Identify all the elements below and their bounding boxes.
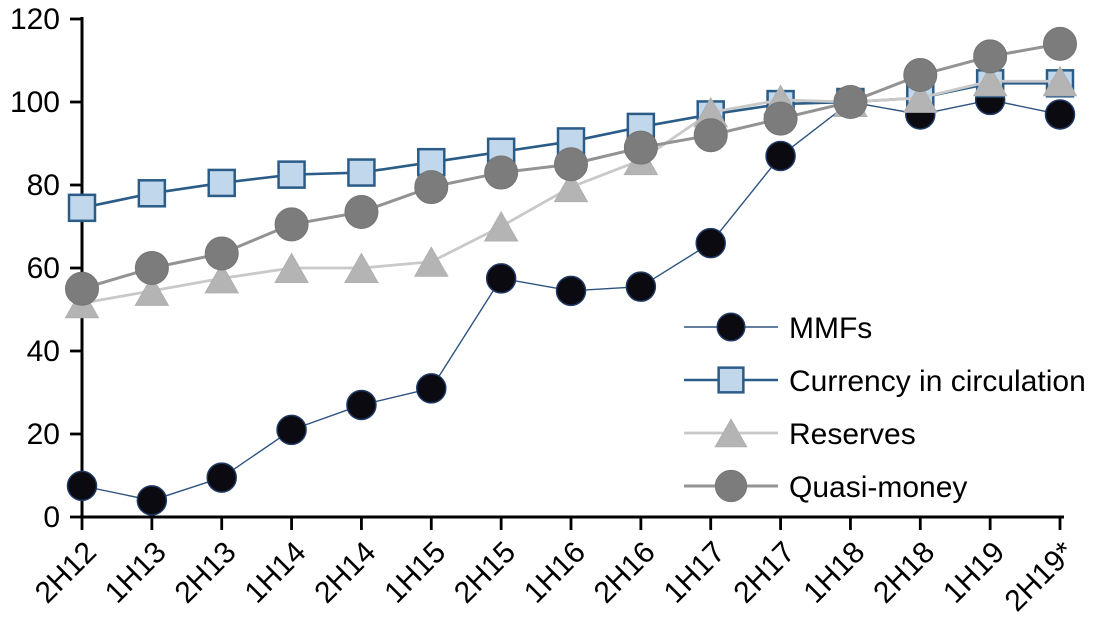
- legend-label-reserves: Reserves: [789, 418, 916, 451]
- x-axis-category-label: 2H14: [308, 536, 382, 610]
- x-axis-category-label: 1H19: [937, 536, 1011, 610]
- point-quasi-money-2h18[interactable]: [903, 58, 938, 93]
- point-reserves-1h15[interactable]: [413, 246, 449, 277]
- legend-item-reserves[interactable]: Reserves: [684, 418, 916, 451]
- y-axis-tick-label: 120: [10, 3, 60, 36]
- point-quasi-money-1h17[interactable]: [693, 118, 728, 153]
- legend-marker-mmfs: [716, 312, 746, 342]
- y-axis-tick-label: 20: [27, 418, 60, 451]
- point-quasi-money-1h18[interactable]: [833, 85, 868, 119]
- x-axis-category-label: 2H18: [867, 536, 941, 610]
- point-reserves-2h15[interactable]: [483, 210, 519, 242]
- point-reserves-1h14[interactable]: [274, 252, 309, 284]
- point-quasi-money-2h12[interactable]: [65, 271, 99, 306]
- point-mmfs-2h19[interactable]: [1044, 99, 1076, 130]
- x-axis-category-label: 1H16: [518, 536, 592, 610]
- series-quasi-money: [65, 26, 1077, 306]
- x-axis-category-label: 1H18: [797, 536, 871, 610]
- point-quasi-money-1h14[interactable]: [274, 207, 309, 242]
- x-axis-category-label: 1H15: [378, 536, 452, 610]
- point-quasi-money-1h15[interactable]: [414, 170, 449, 205]
- point-mmfs-1h13[interactable]: [136, 485, 168, 516]
- point-quasi-money-2h13[interactable]: [204, 236, 239, 271]
- x-axis-category-label: 2H12: [29, 536, 103, 610]
- point-mmfs-2h13[interactable]: [206, 462, 237, 493]
- x-axis-category-label: 2H13: [169, 536, 243, 610]
- point-reserves-2h18[interactable]: [902, 82, 938, 113]
- legend-marker-quasi-money: [714, 469, 748, 503]
- legend-label-currency-in-circulation: Currency in circulation: [789, 365, 1086, 398]
- point-mmfs-2h14[interactable]: [346, 389, 377, 421]
- x-axis-category-label: 2H17: [727, 536, 801, 610]
- legend-marker-currency-in-circulation: [717, 366, 745, 394]
- legend-item-mmfs[interactable]: MMFs: [684, 312, 872, 345]
- legend-marker-reserves: [714, 418, 748, 448]
- x-axis-category-label: 2H16: [588, 536, 662, 610]
- point-quasi-money-2h14[interactable]: [344, 194, 379, 229]
- point-mmfs-1h15[interactable]: [416, 373, 447, 404]
- point-mmfs-2h17[interactable]: [765, 140, 796, 172]
- point-quasi-money-1h16[interactable]: [554, 147, 588, 182]
- point-mmfs-1h16[interactable]: [555, 275, 587, 307]
- point-quasi-money-2h16[interactable]: [623, 130, 658, 165]
- point-reserves-1h13[interactable]: [134, 275, 170, 306]
- point-currency-in-circulation-2h13[interactable]: [207, 168, 236, 198]
- y-axis-tick-label: 0: [43, 501, 60, 534]
- point-mmfs-1h17[interactable]: [695, 227, 726, 259]
- point-mmfs-2h16[interactable]: [625, 271, 657, 302]
- point-currency-in-circulation-1h13[interactable]: [137, 179, 167, 208]
- point-mmfs-2h15[interactable]: [485, 263, 517, 294]
- legend-item-currency-in-circulation[interactable]: Currency in circulation: [684, 365, 1086, 398]
- x-axis-category-label: 2H15: [448, 536, 522, 610]
- legend-label-quasi-money: Quasi-money: [789, 471, 967, 504]
- y-axis-tick-label: 80: [27, 169, 60, 202]
- y-axis-tick-label: 100: [10, 86, 60, 119]
- point-reserves-1h19[interactable]: [972, 65, 1008, 97]
- legend-item-quasi-money[interactable]: Quasi-money: [684, 469, 967, 504]
- y-axis-tick-label: 60: [27, 252, 60, 285]
- point-quasi-money-1h19[interactable]: [973, 39, 1008, 74]
- point-currency-in-circulation-1h14[interactable]: [277, 160, 306, 189]
- point-reserves-2h13[interactable]: [204, 262, 240, 294]
- x-axis-category-label: 2H19*: [999, 535, 1082, 618]
- y-axis-tick-label: 40: [27, 335, 60, 368]
- point-quasi-money-2h19[interactable]: [1043, 26, 1077, 61]
- point-quasi-money-2h15[interactable]: [484, 155, 519, 190]
- x-axis-category-label: 1H17: [658, 536, 732, 610]
- legend-label-mmfs: MMFs: [789, 312, 872, 345]
- point-mmfs-1h14[interactable]: [276, 414, 307, 446]
- x-axis-category-label: 1H13: [99, 536, 173, 610]
- point-quasi-money-2h17[interactable]: [763, 101, 798, 136]
- point-reserves-2h14[interactable]: [344, 252, 379, 284]
- x-axis-category-label: 1H14: [238, 536, 312, 610]
- legend: MMFs Currency in circulation Reserves Quasi…: [684, 312, 1086, 504]
- point-reserves-1h16[interactable]: [553, 171, 589, 203]
- point-reserves-2h19[interactable]: [1042, 65, 1078, 97]
- point-mmfs-2h12[interactable]: [66, 470, 98, 502]
- point-currency-in-circulation-2h12[interactable]: [67, 193, 97, 223]
- point-quasi-money-1h13[interactable]: [134, 251, 169, 285]
- point-currency-in-circulation-2h14[interactable]: [347, 158, 376, 187]
